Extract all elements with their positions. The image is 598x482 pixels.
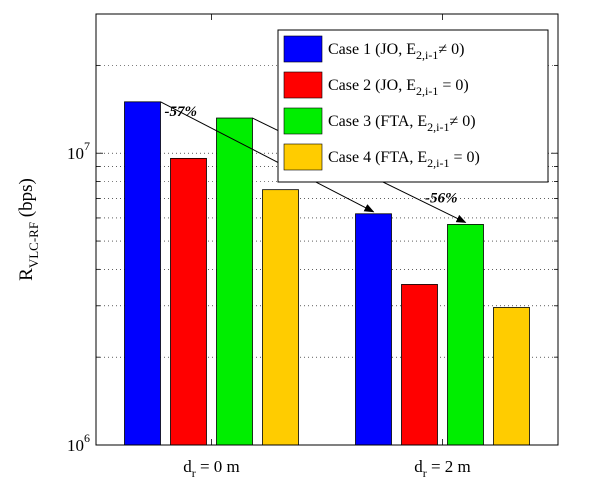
percent-change-label: -56% <box>425 190 458 206</box>
percent-change-arrow <box>160 101 375 213</box>
y-tick-label: 106 <box>67 431 90 455</box>
legend-swatch <box>283 71 323 99</box>
y-tick-label: 107 <box>67 139 90 163</box>
y-axis-title: RVLC-RF (bps) <box>16 178 41 281</box>
x-tick-label: dr = 0 m <box>183 457 240 480</box>
bar <box>170 157 207 446</box>
bar <box>447 224 484 446</box>
legend: Case 1 (JO, E2,i-1≠ 0) Case 2 (JO, E2,i-1… <box>277 29 549 183</box>
legend-label: Case 1 (JO, E2,i-1≠ 0) <box>328 41 464 62</box>
bar <box>216 117 253 446</box>
legend-label: Case 2 (JO, E2,i-1 = 0) <box>328 77 469 98</box>
bar <box>355 213 392 446</box>
bars <box>124 101 530 446</box>
plot-frame <box>95 13 559 446</box>
legend-label: Case 3 (FTA, E2,i-1≠ 0) <box>328 113 476 134</box>
bar <box>401 284 438 446</box>
bar <box>262 189 299 446</box>
percent-change-label: -57% <box>165 104 198 120</box>
legend-swatch <box>283 107 323 135</box>
x-tick-label: dr = 2 m <box>414 457 471 480</box>
legend-label: Case 4 (FTA, E2,i-1 = 0) <box>328 149 480 170</box>
legend-swatch <box>283 143 323 171</box>
bar <box>493 307 530 446</box>
y-tick-labels: 106 107 <box>67 139 90 455</box>
y-axis-title: RVLC-RF (bps) <box>16 178 41 281</box>
x-tick-labels: dr = 0 m dr = 2 m <box>183 457 471 480</box>
bar <box>124 101 161 446</box>
legend-box <box>277 29 549 183</box>
legend-swatch <box>283 35 323 63</box>
axis-ticks <box>96 14 558 445</box>
